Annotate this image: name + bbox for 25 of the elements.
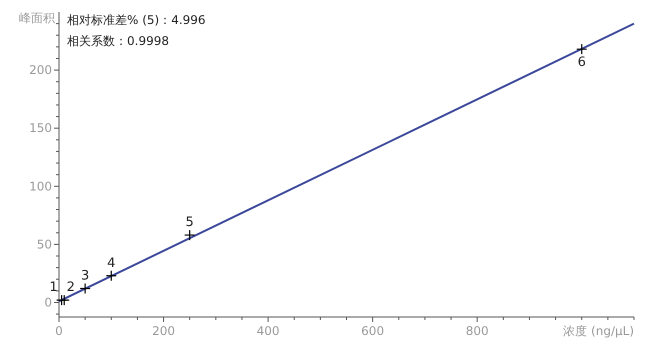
point	[58, 294, 70, 306]
annotation: 4	[107, 256, 116, 271]
x-tick-label: 400	[256, 324, 280, 338]
y-tick-label: 200	[29, 63, 52, 78]
point	[80, 282, 91, 294]
x-tick-label: 600	[361, 324, 384, 338]
point	[576, 44, 588, 55]
x-tick-label: 200	[152, 324, 175, 338]
annotation: 6	[578, 55, 586, 70]
y-tick-label: 150	[29, 121, 52, 136]
x-tick-label: 0	[55, 324, 63, 338]
annotation: 3	[80, 268, 90, 284]
annotation: 2	[66, 280, 75, 296]
y-tick-label: 100	[29, 179, 52, 194]
annotation: 相关系数：0.9998	[67, 34, 169, 48]
annotation: 相对标准差% (5)：4.996	[67, 13, 206, 27]
annotation: 5	[186, 215, 194, 230]
x-tick-label: 800	[466, 324, 489, 338]
y-tick-label: 0	[44, 295, 52, 310]
point	[184, 229, 196, 241]
y-tick-label: 50	[36, 237, 52, 252]
point	[106, 270, 117, 282]
y-axis-title: 峰面积	[19, 11, 55, 25]
annotation: 1	[49, 280, 58, 296]
x-axis-title: 浓度 (ng/μL)	[563, 324, 634, 338]
